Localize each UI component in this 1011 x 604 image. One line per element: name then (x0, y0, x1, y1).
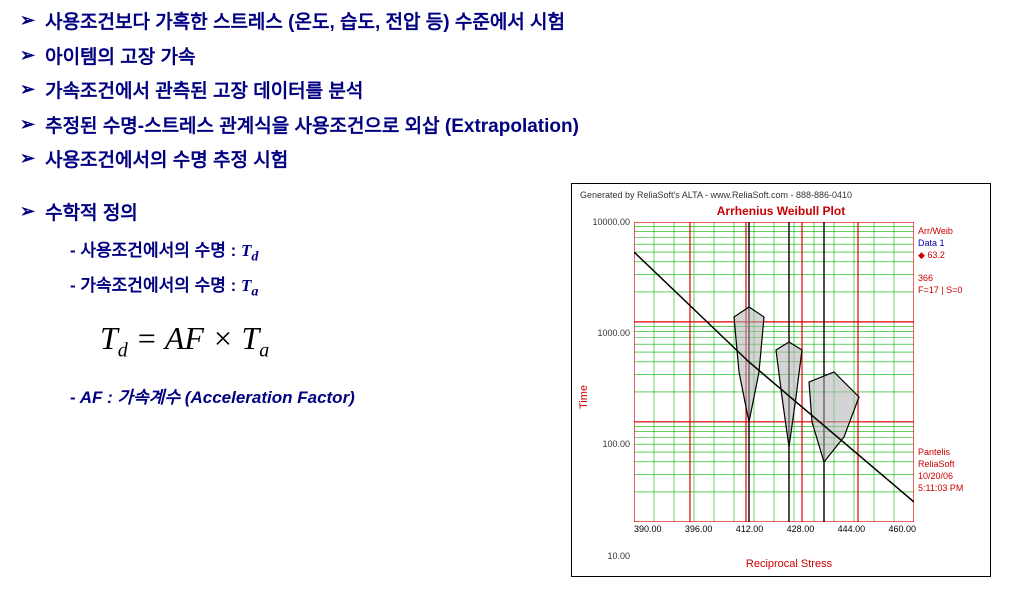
bullet-arrow-icon: ➢ (20, 45, 35, 66)
math-heading-row: ➢ 수학적 정의 (20, 201, 571, 228)
chart-ytick: 10000.00 (592, 217, 630, 227)
chart-xtick: 444.00 (838, 524, 866, 534)
chart-xtick: 390.00 (634, 524, 662, 534)
sub-item: - 사용조건에서의 수명 : Td (70, 236, 571, 265)
chart-header: Generated by ReliaSoft's ALTA - www.Reli… (576, 188, 986, 202)
legend-footer: 10/20/06 (918, 471, 984, 481)
sub-subscript: a (251, 283, 258, 299)
bullet-text: 가속조건에서 관측된 고장 데이터를 분석 (45, 79, 363, 106)
sub-prefix: - 사용조건에서의 수명 : (70, 241, 241, 260)
formula-rhs2-var: T (242, 320, 260, 356)
chart-title: Arrhenius Weibull Plot (576, 204, 986, 218)
af-text: - AF : 가속계수 (Acceleration Factor) (70, 388, 355, 407)
bullet-row: ➢ 가속조건에서 관측된 고장 데이터를 분석 (20, 79, 991, 106)
bullet-row: ➢ 아이템의 고장 가속 (20, 45, 991, 72)
chart-ytick: 1000.00 (597, 328, 630, 338)
formula-lhs-var: T (100, 320, 118, 356)
bullet-text: 추정된 수명-스트레스 관계식을 사용조건으로 외삽 (Extrapolatio… (45, 114, 579, 141)
sub-item: - 가속조건에서의 수명 : Ta (70, 271, 571, 300)
legend-item: ◆ 63.2 (918, 250, 984, 261)
chart-xtick: 396.00 (685, 524, 713, 534)
sub-var: T (241, 276, 251, 295)
formula: Td = AF × Ta (100, 320, 571, 362)
bullet-text: 사용조건보다 가혹한 스트레스 (온도, 습도, 전압 등) 수준에서 시험 (45, 10, 565, 37)
bullet-arrow-icon: ➢ (20, 114, 35, 135)
af-definition: - AF : 가속계수 (Acceleration Factor) (70, 383, 571, 408)
bullet-arrow-icon: ➢ (20, 79, 35, 100)
bullet-text: 아이템의 고장 가속 (45, 45, 195, 72)
bullet-arrow-icon: ➢ (20, 148, 35, 169)
chart-xtick: 412.00 (736, 524, 764, 534)
math-heading: 수학적 정의 (45, 201, 138, 228)
chart-legend: Arr/Weib Data 1 ◆ 63.2 366 F=17 | S=0 Panteli… (916, 222, 986, 556)
chart-xtick: 460.00 (888, 524, 916, 534)
sub-subscript: d (251, 248, 258, 264)
formula-lhs-sub: d (118, 340, 128, 362)
chart-ytick: 100.00 (602, 439, 630, 449)
legend-item: Arr/Weib (918, 226, 984, 236)
chart-ytick: 10.00 (607, 551, 630, 561)
chart-y-label: Time (576, 222, 592, 572)
bullet-row: ➢ 추정된 수명-스트레스 관계식을 사용조건으로 외삽 (Extrapolati… (20, 114, 991, 141)
chart-xtick: 428.00 (787, 524, 815, 534)
legend-footer: ReliaSoft (918, 459, 984, 469)
legend-footer: 5:11:03 PM (918, 483, 984, 493)
bullet-arrow-icon: ➢ (20, 10, 35, 31)
chart-plot-area: 10000.001000.00100.0010.00 390.00396.004… (634, 222, 916, 556)
legend-item: Data 1 (918, 238, 984, 248)
chart-x-label: Reciprocal Stress (592, 556, 986, 572)
legend-info: F=17 | S=0 (918, 285, 984, 295)
formula-rhs1: AF (165, 320, 204, 356)
bullet-arrow-icon: ➢ (20, 201, 35, 222)
formula-eq: = (128, 320, 165, 356)
legend-info: 366 (918, 273, 984, 283)
bullet-text: 사용조건에서의 수명 추정 시험 (45, 148, 288, 175)
chart-svg (634, 222, 914, 522)
legend-footer: Pantelis (918, 447, 984, 457)
bullet-row: ➢ 사용조건에서의 수명 추정 시험 (20, 148, 991, 175)
sub-var: T (241, 241, 251, 260)
weibull-chart: Generated by ReliaSoft's ALTA - www.Reli… (571, 183, 991, 577)
bullet-row: ➢ 사용조건보다 가혹한 스트레스 (온도, 습도, 전압 등) 수준에서 시험 (20, 10, 991, 37)
formula-times: × (204, 320, 242, 356)
sub-prefix: - 가속조건에서의 수명 : (70, 276, 241, 295)
formula-rhs2-sub: a (259, 340, 269, 362)
